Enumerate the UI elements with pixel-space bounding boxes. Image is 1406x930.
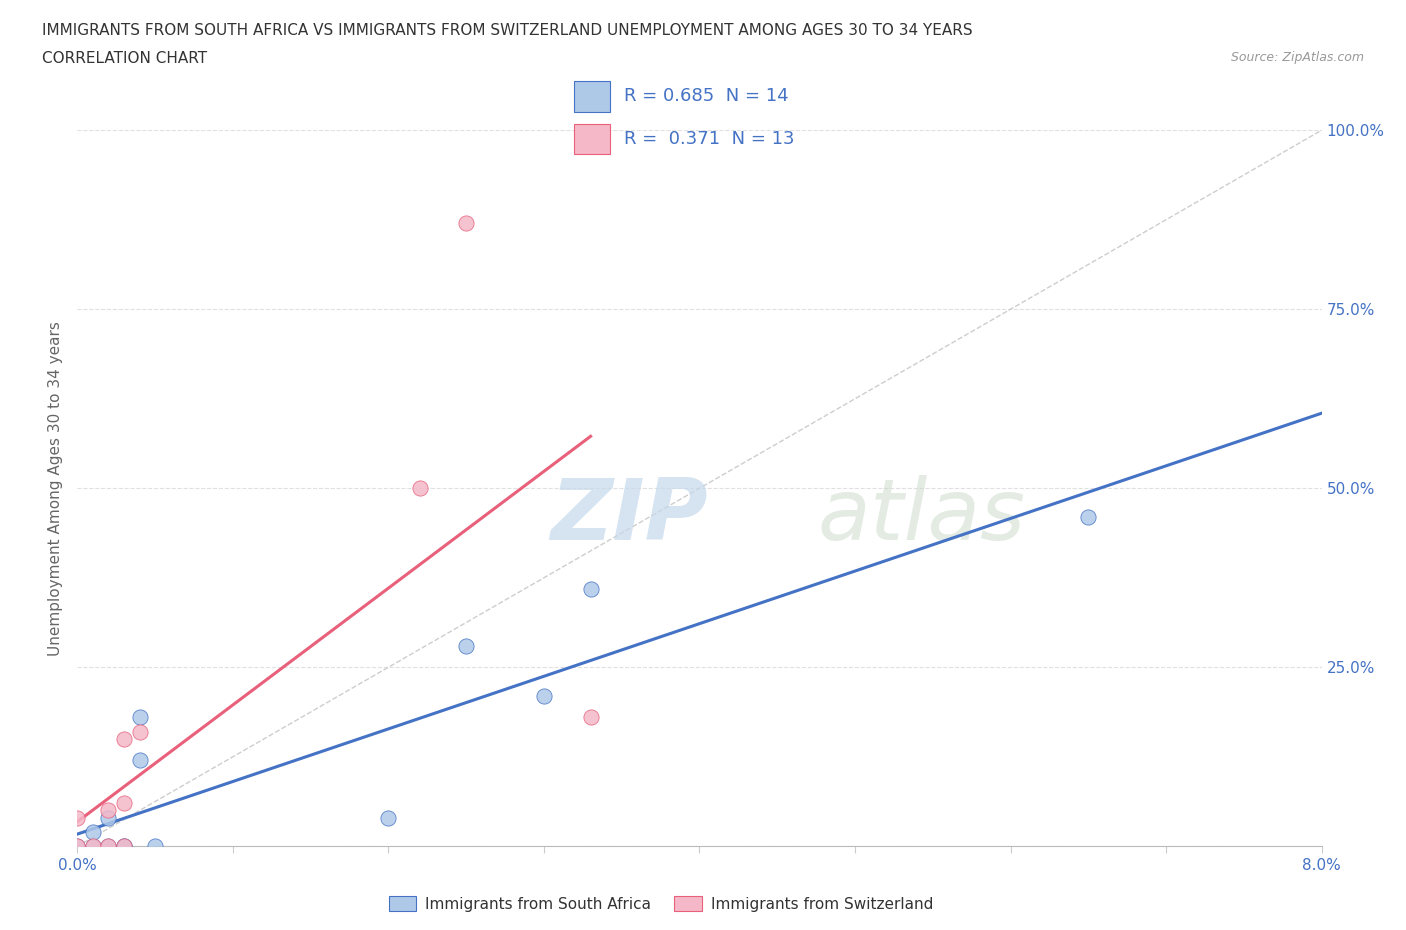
Text: CORRELATION CHART: CORRELATION CHART xyxy=(42,51,207,66)
FancyBboxPatch shape xyxy=(574,82,610,112)
Text: IMMIGRANTS FROM SOUTH AFRICA VS IMMIGRANTS FROM SWITZERLAND UNEMPLOYMENT AMONG A: IMMIGRANTS FROM SOUTH AFRICA VS IMMIGRAN… xyxy=(42,23,973,38)
Point xyxy=(456,638,478,653)
Point xyxy=(128,710,150,724)
Text: Source: ZipAtlas.com: Source: ZipAtlas.com xyxy=(1230,51,1364,64)
Point xyxy=(82,839,104,854)
Point xyxy=(97,810,120,825)
Point xyxy=(456,216,478,231)
Point xyxy=(408,481,430,496)
Point xyxy=(97,839,120,854)
Point xyxy=(112,731,135,746)
Text: ZIP: ZIP xyxy=(550,475,707,558)
Point xyxy=(97,839,120,854)
Point xyxy=(82,825,104,840)
Point xyxy=(66,839,89,854)
Point xyxy=(1077,510,1099,525)
FancyBboxPatch shape xyxy=(574,124,610,154)
Point xyxy=(112,839,135,854)
Point xyxy=(112,796,135,811)
Point xyxy=(377,810,399,825)
Point xyxy=(82,839,104,854)
Text: atlas: atlas xyxy=(818,475,1026,558)
Point xyxy=(579,581,602,596)
Point xyxy=(112,839,135,854)
Point xyxy=(128,724,150,739)
Point xyxy=(66,839,89,854)
Text: R =  0.371  N = 13: R = 0.371 N = 13 xyxy=(624,130,794,148)
Point xyxy=(97,804,120,818)
Point xyxy=(66,810,89,825)
Point xyxy=(579,710,602,724)
Text: R = 0.685  N = 14: R = 0.685 N = 14 xyxy=(624,87,789,105)
Point xyxy=(143,839,166,854)
Y-axis label: Unemployment Among Ages 30 to 34 years: Unemployment Among Ages 30 to 34 years xyxy=(48,321,63,656)
Legend: Immigrants from South Africa, Immigrants from Switzerland: Immigrants from South Africa, Immigrants… xyxy=(382,889,939,918)
Point xyxy=(112,839,135,854)
Point xyxy=(128,753,150,768)
Point xyxy=(533,688,555,703)
